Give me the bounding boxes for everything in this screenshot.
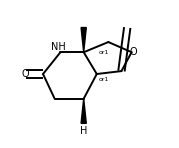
Text: or1: or1	[99, 77, 109, 82]
Text: H: H	[80, 126, 87, 136]
Text: O: O	[129, 47, 137, 57]
Polygon shape	[81, 28, 86, 52]
Text: NH: NH	[51, 42, 66, 52]
Text: or1: or1	[99, 50, 109, 56]
Text: O: O	[21, 69, 29, 79]
Polygon shape	[81, 99, 86, 123]
